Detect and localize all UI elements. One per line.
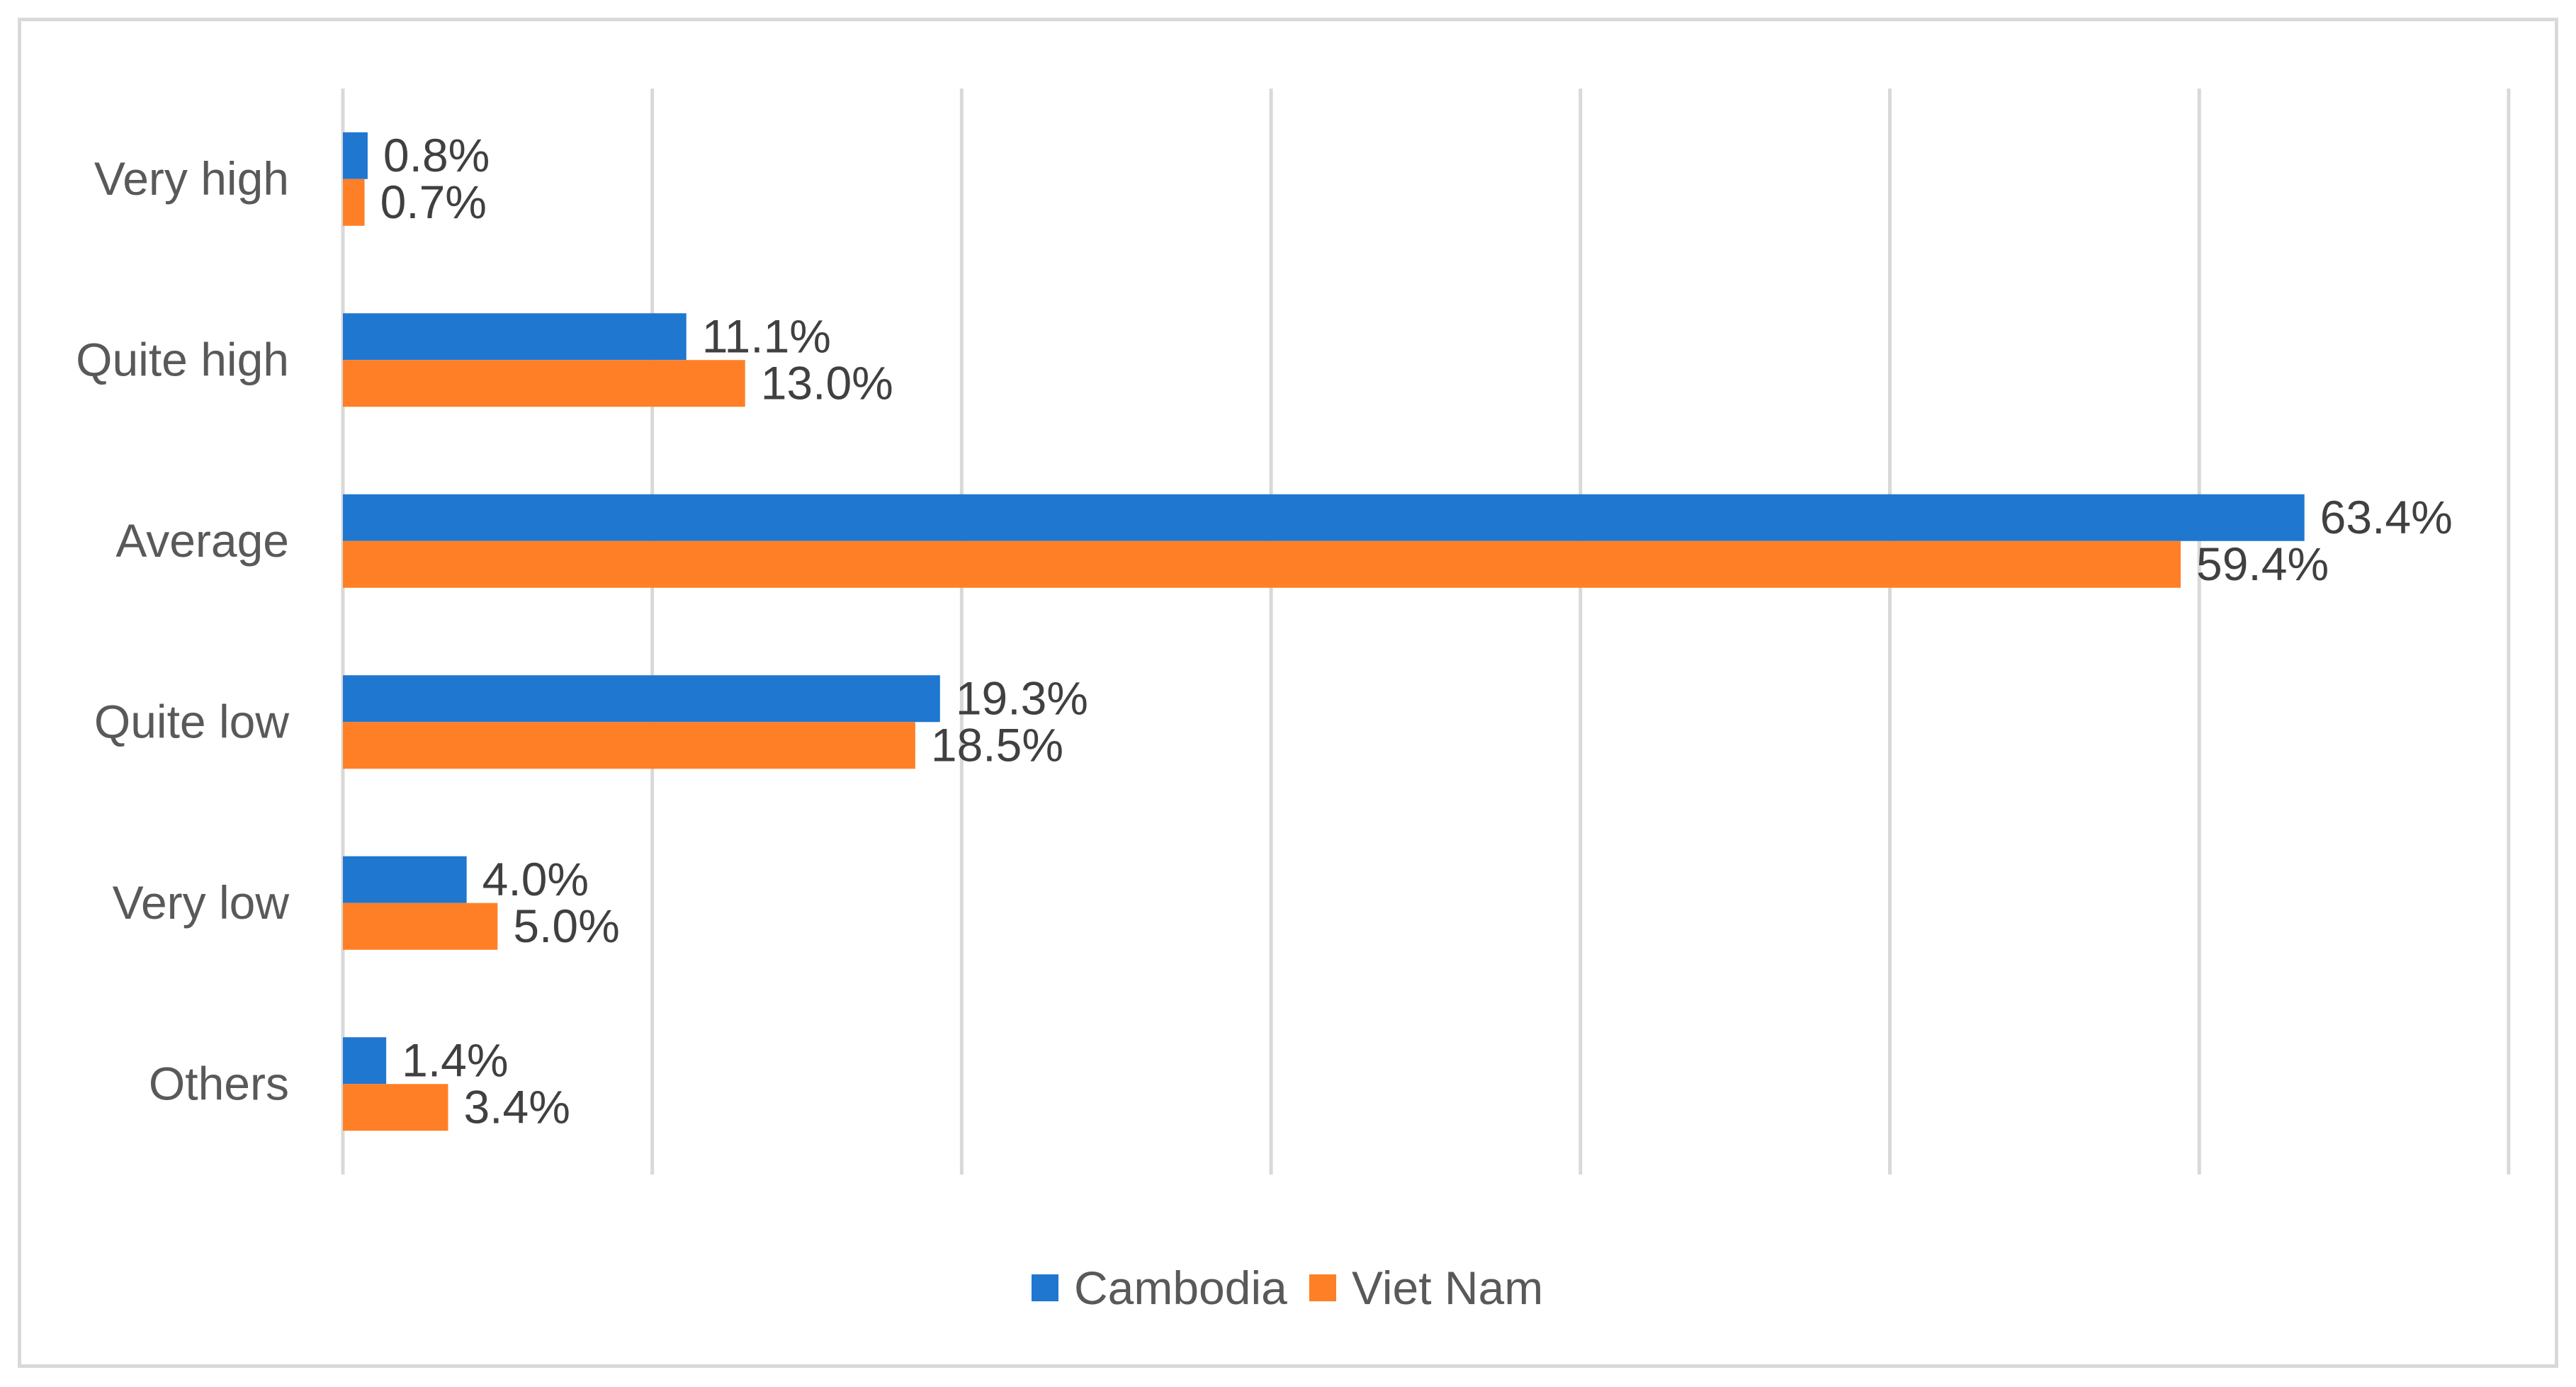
legend-swatch xyxy=(1309,1274,1336,1301)
data-label: 18.5% xyxy=(931,718,1063,771)
data-label: 3.4% xyxy=(463,1080,570,1133)
data-label: 13.0% xyxy=(761,356,893,409)
legend-label: Viet Nam xyxy=(1352,1262,1543,1314)
bar-cambodia xyxy=(343,313,687,361)
bar-cambodia xyxy=(343,675,940,723)
category-label: Quite high xyxy=(76,333,289,385)
legend-swatch xyxy=(1032,1274,1058,1301)
bar-cambodia xyxy=(343,132,368,179)
data-label: 59.4% xyxy=(2196,538,2329,590)
data-label: 19.3% xyxy=(956,672,1088,724)
category-label: Others xyxy=(149,1057,289,1109)
category-label: Very high xyxy=(94,152,289,205)
bar-viet-nam xyxy=(343,1084,448,1131)
data-label: 11.1% xyxy=(702,310,831,362)
bar-viet-nam xyxy=(343,722,915,769)
bar-viet-nam xyxy=(343,902,498,950)
data-label: 0.8% xyxy=(383,129,490,181)
data-label: 0.7% xyxy=(380,176,487,228)
legend-label: Cambodia xyxy=(1074,1262,1287,1314)
bar-viet-nam xyxy=(343,360,745,407)
category-label: Quite low xyxy=(94,695,289,747)
data-label: 63.4% xyxy=(2320,491,2453,543)
data-label: 4.0% xyxy=(482,853,589,905)
data-label: 1.4% xyxy=(402,1034,508,1086)
data-label: 5.0% xyxy=(513,900,619,952)
bar-cambodia xyxy=(343,494,2305,541)
bar-cambodia xyxy=(343,856,467,903)
category-label: Very low xyxy=(113,876,290,929)
bar-viet-nam xyxy=(343,179,365,226)
bar-cambodia xyxy=(343,1037,387,1085)
bar-viet-nam xyxy=(343,540,2181,588)
category-label: Average xyxy=(115,514,289,567)
